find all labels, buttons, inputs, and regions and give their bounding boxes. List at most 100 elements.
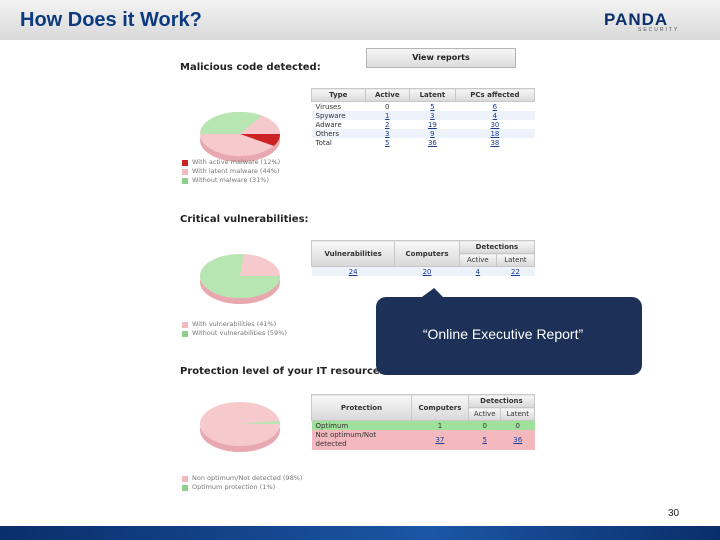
legend-item: Without malware (31%) bbox=[182, 176, 280, 185]
legend-label: With latent malware (44%) bbox=[192, 167, 280, 175]
legend-swatch bbox=[182, 168, 188, 175]
legend-swatch bbox=[182, 321, 188, 328]
latent-link[interactable]: 9 bbox=[409, 129, 456, 138]
legend-item: Non optimum/Not detected (98%) bbox=[182, 474, 302, 483]
active-cell: 0 bbox=[385, 102, 390, 111]
col-detections: Detections bbox=[467, 394, 536, 408]
pcs-link[interactable]: 6 bbox=[492, 102, 498, 111]
callout-box bbox=[376, 297, 642, 375]
legend-item: With latent malware (44%) bbox=[182, 167, 280, 176]
table-row: Spyware 1 3 4 bbox=[311, 111, 535, 120]
vulnerabilities-section-title: Critical vulnerabilities: bbox=[180, 214, 309, 225]
malicious-legend: With active malware (12%) With latent ma… bbox=[182, 158, 280, 185]
col-active: Active bbox=[364, 88, 410, 102]
panda-logo: PANDA SECURITY bbox=[604, 10, 684, 36]
type-cell: Others bbox=[311, 129, 366, 138]
latent-cell: 0 bbox=[500, 420, 535, 430]
legend-label: Optimum protection (1%) bbox=[192, 483, 276, 491]
callout-text: “Online Executive Report” bbox=[422, 326, 584, 342]
protection-table: Protection Computers Detections Active L… bbox=[311, 394, 536, 450]
legend-swatch bbox=[182, 159, 188, 166]
active-link[interactable]: 2 bbox=[385, 120, 390, 129]
legend-label: With vulnerabilities (41%) bbox=[192, 320, 277, 328]
latent-link[interactable]: 3 bbox=[409, 111, 456, 120]
page-number: 30 bbox=[668, 508, 680, 519]
col-pcs-affected: PCs affected bbox=[454, 88, 536, 102]
legend-item: With vulnerabilities (41%) bbox=[182, 320, 287, 329]
type-cell: Adware bbox=[315, 120, 342, 129]
table-row: Others 3 9 18 bbox=[311, 129, 535, 138]
col-latent: Latent bbox=[495, 253, 536, 267]
active-link[interactable]: 5 bbox=[468, 430, 501, 450]
pie-slice-without-malware bbox=[199, 111, 262, 134]
malicious-section-title: Malicious code detected: bbox=[180, 62, 321, 73]
col-detections: Detections bbox=[458, 240, 536, 254]
active-link[interactable]: 5 bbox=[385, 138, 390, 147]
malicious-pie-chart bbox=[199, 111, 281, 162]
latent-link[interactable]: 36 bbox=[427, 138, 437, 147]
logo-name: PANDA bbox=[604, 10, 669, 29]
legend-swatch bbox=[182, 484, 188, 491]
legend-item: With active malware (12%) bbox=[182, 158, 280, 167]
page-title: How Does it Work? bbox=[20, 9, 202, 31]
col-latent: Latent bbox=[500, 407, 535, 421]
logo-tagline: SECURITY bbox=[638, 27, 680, 33]
legend-label: Without malware (31%) bbox=[192, 176, 270, 184]
vulnerabilities-pie-chart bbox=[200, 254, 281, 304]
legend-swatch bbox=[182, 475, 188, 482]
table-row-not-optimum: Not optimum/Not detected 37 5 36 bbox=[311, 430, 535, 450]
computers-link[interactable]: 37 bbox=[411, 430, 469, 450]
latent-link[interactable]: 19 bbox=[427, 120, 437, 129]
pie-slice-without-vulnerabilities bbox=[200, 254, 281, 299]
type-cell: Viruses bbox=[315, 102, 342, 111]
table-row: Viruses 0 5 6 bbox=[312, 102, 535, 112]
legend-swatch bbox=[182, 177, 188, 184]
legend-label: Without vulnerabilities (59%) bbox=[192, 329, 287, 337]
table-row-total: Total 5 36 38 bbox=[312, 138, 535, 147]
pcs-link[interactable]: 38 bbox=[490, 138, 500, 147]
table-row: 24 20 4 22 bbox=[311, 266, 535, 276]
col-computers: Computers bbox=[394, 240, 460, 267]
view-reports-button[interactable]: View reports bbox=[366, 48, 516, 68]
legend-item: Without vulnerabilities (59%) bbox=[182, 329, 287, 338]
vulnerabilities-legend: With vulnerabilities (41%) Without vulne… bbox=[182, 320, 287, 338]
malicious-table: Type Active Latent PCs affected Viruses … bbox=[311, 88, 536, 147]
col-vulnerabilities: Vulnerabilities bbox=[310, 240, 396, 267]
pie-slice-optimum bbox=[240, 421, 280, 424]
col-type: Type bbox=[311, 88, 366, 102]
executive-report: View reports Malicious code detected: Ty… bbox=[170, 44, 550, 504]
active-cell: 0 bbox=[468, 420, 501, 430]
computers-link[interactable]: 20 bbox=[394, 266, 460, 276]
pcs-link[interactable]: 18 bbox=[455, 129, 535, 138]
col-protection: Protection bbox=[311, 394, 412, 421]
latent-link[interactable]: 36 bbox=[500, 430, 535, 450]
protection-cell: Optimum bbox=[311, 420, 412, 430]
pcs-link[interactable]: 4 bbox=[455, 111, 535, 120]
vulnerabilities-table: Vulnerabilities Computers Detections Act… bbox=[310, 240, 536, 276]
table-row-optimum: Optimum 1 0 0 bbox=[311, 420, 535, 430]
active-link[interactable]: 3 bbox=[365, 129, 410, 138]
latent-link[interactable]: 5 bbox=[430, 102, 435, 111]
computers-cell: 1 bbox=[411, 420, 469, 430]
latent-link[interactable]: 22 bbox=[496, 266, 535, 276]
active-link[interactable]: 1 bbox=[365, 111, 410, 120]
legend-item: Optimum protection (1%) bbox=[182, 483, 302, 492]
protection-cell: Not optimum/Not detected bbox=[311, 430, 412, 450]
pie-slice-active bbox=[240, 134, 281, 146]
protection-pie-chart bbox=[200, 402, 280, 452]
col-computers: Computers bbox=[411, 394, 469, 421]
footer-bar bbox=[0, 526, 720, 540]
title-bar bbox=[0, 0, 720, 40]
table-row: Adware 2 19 30 bbox=[312, 120, 535, 129]
protection-legend: Non optimum/Not detected (98%) Optimum p… bbox=[182, 474, 302, 492]
protection-section-title: Protection level of your IT resources: bbox=[180, 366, 390, 377]
active-link[interactable]: 4 bbox=[459, 266, 497, 276]
type-cell: Total bbox=[315, 138, 332, 147]
legend-swatch bbox=[182, 330, 188, 337]
col-active: Active bbox=[467, 407, 502, 421]
legend-label: Non optimum/Not detected (98%) bbox=[192, 474, 303, 482]
col-active: Active bbox=[458, 253, 497, 267]
pcs-link[interactable]: 30 bbox=[490, 120, 500, 129]
vulnerabilities-link[interactable]: 24 bbox=[311, 266, 395, 276]
legend-label: With active malware (12%) bbox=[192, 158, 281, 166]
